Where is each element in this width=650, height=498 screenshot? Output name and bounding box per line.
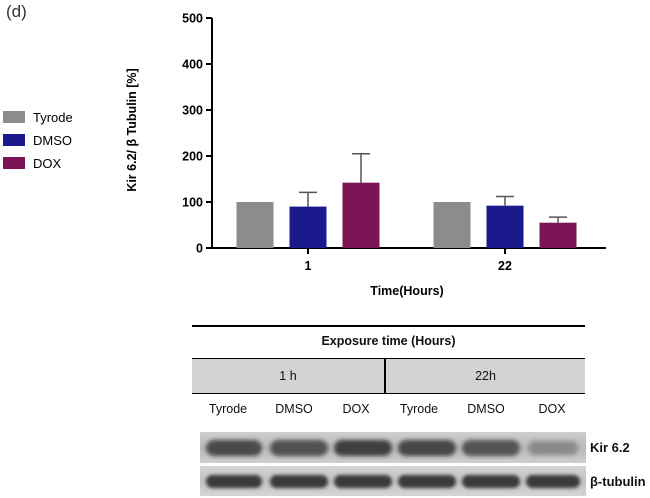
tubulin-blot-strip (200, 466, 586, 496)
legend-swatch (3, 157, 25, 169)
bar (539, 222, 577, 248)
blot-band (528, 441, 578, 455)
chart-legend: Tyrode DMSO DOX (3, 110, 73, 171)
legend-swatch (3, 134, 25, 146)
bar-chart: Tyrode DMSO DOX 0 100 200 300 400 500 1 22 Kir 6.… (3, 12, 606, 298)
time-group-divider (384, 359, 386, 393)
y-tick-label: 100 (182, 196, 203, 210)
blot-band (398, 440, 456, 456)
lane-label: DMSO (467, 402, 505, 416)
lane-label: DOX (538, 402, 566, 416)
exposure-time-title: Exposure time (Hours) (321, 334, 456, 348)
y-tick-label: 0 (196, 242, 203, 256)
blot-band (398, 475, 456, 488)
blot-band (334, 440, 392, 456)
chart-bars (236, 152, 577, 248)
time-group-band: 1 h 22h (192, 358, 585, 394)
blot-band (206, 475, 262, 488)
x-axis-label: Time(Hours) (370, 284, 443, 298)
bar (236, 202, 274, 248)
legend-label: DOX (33, 156, 62, 171)
blot-band (526, 475, 580, 488)
protein-label-kir62: Kir 6.2 (590, 440, 630, 455)
blot-band (462, 475, 520, 488)
kir62-blot-strip (200, 432, 586, 463)
lane-label: DMSO (275, 402, 313, 416)
y-tick-label: 300 (182, 104, 203, 118)
bar (486, 205, 524, 248)
blot-top-rule (192, 325, 585, 327)
legend-swatch (3, 111, 25, 123)
y-tick-label: 500 (182, 12, 203, 26)
time-group-1h: 1 h (279, 369, 297, 383)
bar (433, 202, 471, 248)
x-tick-label: 1 (305, 259, 312, 273)
x-tick-label: 22 (498, 259, 512, 273)
time-group-22h: 22h (475, 369, 496, 383)
legend-label: DMSO (33, 133, 72, 148)
lane-label: DOX (342, 402, 370, 416)
panel-label: (d) (6, 2, 27, 21)
y-axis-label: Kir 6.2/ β Tubulin [%] (125, 68, 139, 191)
bar (342, 182, 380, 248)
lane-label: Tyrode (208, 402, 248, 416)
lane-label: Tyrode (399, 402, 439, 416)
blot-band (334, 475, 392, 488)
y-tick-label: 400 (182, 58, 203, 72)
blot-band (270, 440, 328, 456)
blot-band (270, 475, 328, 488)
blot-band (462, 440, 520, 456)
bar (289, 206, 327, 248)
blot-band (206, 440, 262, 456)
legend-label: Tyrode (33, 110, 73, 125)
protein-label-beta-tubulin: β-tubulin (590, 474, 646, 489)
y-tick-label: 200 (182, 150, 203, 164)
